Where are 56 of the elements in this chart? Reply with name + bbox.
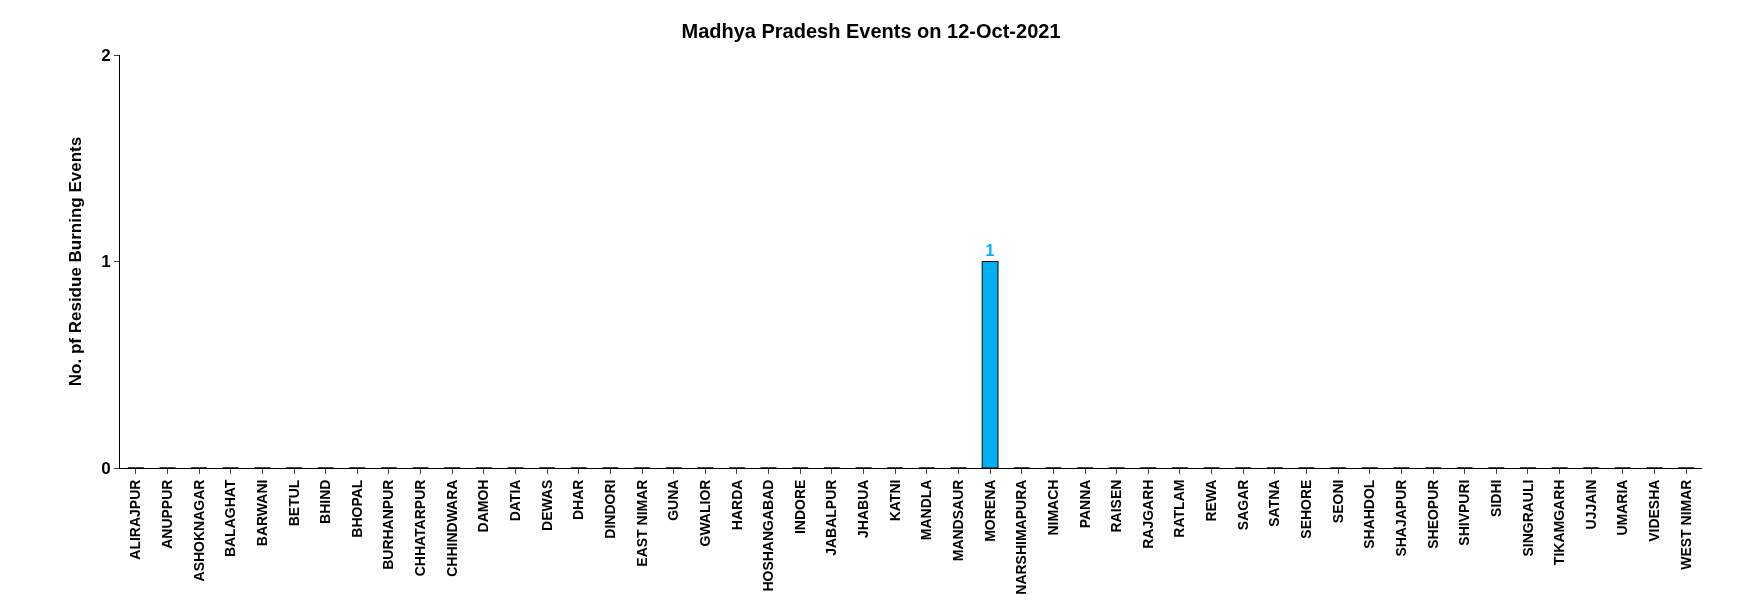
x-tick-label: WEST NIMAR bbox=[1677, 479, 1694, 570]
x-tick-label: NARSHIMAPURA bbox=[1013, 479, 1030, 595]
y-axis-title: No. pf Residue Burning Events bbox=[65, 136, 85, 387]
x-tick-label: UMARIA bbox=[1614, 479, 1631, 536]
x-tick-label: SHAJAPUR bbox=[1392, 479, 1409, 557]
chart-title: Madhya Pradesh Events on 12-Oct-2021 bbox=[681, 20, 1061, 43]
x-tick-label: SEHORE bbox=[1298, 479, 1315, 539]
x-tick-label: BHOPAL bbox=[348, 479, 365, 538]
x-tick-label: ANUPPUR bbox=[159, 479, 176, 549]
x-tick-label: HOSHANGABAD bbox=[760, 479, 777, 592]
x-tick-label: BURHANPUR bbox=[380, 479, 397, 570]
x-tick-label: UJJAIN bbox=[1582, 479, 1599, 530]
x-tick-label: MORENA bbox=[981, 479, 998, 542]
x-tick-label: PANNA bbox=[1076, 479, 1093, 529]
x-tick-label: SAGAR bbox=[1234, 479, 1251, 531]
x-tick-label: KATNI bbox=[886, 479, 903, 522]
y-tick-label: 1 bbox=[101, 252, 111, 272]
x-tick-label: VIDESHA bbox=[1646, 479, 1663, 542]
x-tick-label: GWALIOR bbox=[696, 479, 713, 547]
x-tick-label: SATNA bbox=[1266, 479, 1283, 527]
x-tick-label: GUNA bbox=[665, 479, 682, 521]
x-tick-label: RATLAM bbox=[1171, 479, 1188, 538]
x-tick-label: INDORE bbox=[791, 479, 808, 535]
x-tick-label: DEWAS bbox=[538, 479, 555, 531]
x-tick-label: RAISEN bbox=[1108, 479, 1125, 533]
x-tick-label: SIDHI bbox=[1487, 479, 1504, 517]
x-tick-label: ASHOKNAGAR bbox=[190, 479, 207, 582]
y-tick-label: 2 bbox=[101, 45, 111, 65]
x-tick-label: MANDLA bbox=[918, 479, 935, 541]
x-tick-label: EAST NIMAR bbox=[633, 479, 650, 567]
data-label: 1 bbox=[985, 241, 995, 259]
x-tick-label: CHHATARPUR bbox=[412, 479, 429, 577]
x-tick-label: CHHINDWARA bbox=[443, 479, 460, 577]
x-tick-label: SHAHDOL bbox=[1361, 479, 1378, 549]
x-tick-label: SEONI bbox=[1329, 479, 1346, 524]
x-tick-label: BALAGHAT bbox=[222, 479, 239, 558]
x-tick-label: DAMOH bbox=[475, 479, 492, 533]
x-tick-label: ALIRAJPUR bbox=[127, 479, 144, 560]
y-tick-label: 0 bbox=[101, 458, 111, 478]
x-tick-label: DINDORI bbox=[601, 479, 618, 539]
x-tick-label: RAJGARH bbox=[1139, 479, 1156, 549]
x-tick-label: SHIVPURI bbox=[1456, 479, 1473, 546]
x-tick-label: NIMACH bbox=[1044, 479, 1061, 536]
x-tick-label: SINGRAULI bbox=[1519, 479, 1536, 557]
x-tick-label: SHEOPUR bbox=[1424, 479, 1441, 549]
x-tick-label: DHAR bbox=[570, 479, 587, 521]
x-tick-label: JABALPUR bbox=[823, 479, 840, 556]
x-tick-label: BARWANI bbox=[253, 479, 270, 547]
x-tick-label: REWA bbox=[1203, 479, 1220, 522]
x-tick-label: BHIND bbox=[317, 479, 334, 524]
x-tick-label: DATIA bbox=[507, 479, 524, 522]
x-tick-label: BETUL bbox=[285, 479, 302, 527]
x-tick-label: MANDSAUR bbox=[950, 479, 967, 562]
x-tick-label: HARDA bbox=[728, 479, 745, 531]
x-tick-label: JHABUA bbox=[855, 479, 872, 538]
x-tick-label: TIKAMGARH bbox=[1551, 479, 1568, 566]
